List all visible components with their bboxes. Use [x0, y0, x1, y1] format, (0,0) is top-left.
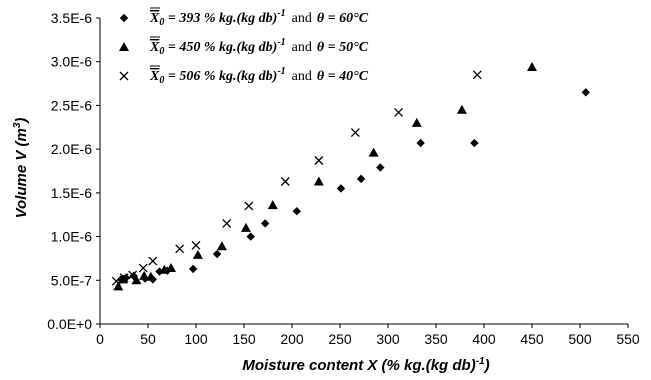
cross-point [119, 273, 129, 283]
diamond-point [188, 264, 198, 274]
cross-point [222, 218, 232, 228]
y-tick-label: 3.0E-6 [51, 54, 92, 70]
x-axis: 0 50 100 150 200 250 300 350 400 450 500 550 [96, 323, 640, 347]
triangle-point [113, 281, 124, 291]
y-tick-label: 5.0E-7 [51, 272, 92, 288]
triangle-point [216, 241, 227, 251]
diamond-point [581, 88, 590, 97]
cross-point [148, 256, 158, 266]
diamond-point [260, 219, 270, 228]
x-tick-label: 250 [328, 331, 352, 347]
x-tick-label: 400 [472, 331, 496, 347]
x-tick-label: 500 [568, 331, 592, 347]
y-tick-label: 3.5E-6 [51, 10, 92, 26]
x-tick-label: 50 [140, 331, 156, 347]
legend-marker-diamond [119, 13, 129, 23]
y-tick-label: 1.5E-6 [51, 185, 92, 201]
diamond-point [376, 163, 385, 172]
legend: X0 = 393 % kg.(kg db)-1 and θ = 60°C X0 = 4… [119, 7, 369, 86]
x-tick-label: 150 [232, 331, 256, 347]
y-axis-title: Volume V (m3) [12, 118, 30, 219]
triangle-point [411, 117, 422, 127]
x-tick-label: 0 [96, 331, 104, 347]
y-tick-label: 2.5E-6 [51, 97, 92, 113]
triangle-point [166, 263, 177, 273]
triangle-point [139, 270, 150, 280]
cross-point [138, 263, 148, 273]
legend-marker-triangle [119, 42, 129, 51]
cross-point [175, 244, 185, 254]
x-tick-label: 350 [424, 331, 448, 347]
cross-point [314, 156, 324, 165]
y-tick-label: 1.0E-6 [51, 229, 92, 245]
triangle-point [527, 61, 537, 71]
y-axis: 0.0E+0 5.0E-7 1.0E-6 1.5E-6 2.0E-6 2.5E-6 3.0E… [47, 10, 101, 332]
legend-entry: X0 = 393 % kg.(kg db)-1 and θ = 60°C [149, 8, 369, 28]
legend-marker-cross [119, 71, 129, 81]
diamond-point [246, 232, 255, 241]
diamond-point [292, 207, 301, 216]
diamond-point [356, 174, 366, 184]
triangle-point [145, 271, 156, 281]
cross-point [244, 201, 254, 211]
x-tick-label: 550 [616, 331, 640, 347]
cross-point [394, 107, 404, 117]
triangle-point [131, 275, 142, 285]
diamond-point [336, 184, 346, 193]
triangle-point [240, 222, 251, 232]
triangle-point [313, 176, 324, 186]
diamond-point [416, 138, 425, 148]
diamond-point [212, 249, 222, 259]
y-tick-label: 2.0E-6 [51, 141, 92, 157]
cross-point [191, 240, 201, 250]
x-axis-title: Moisture content X (% kg.(kg db)-1) [242, 356, 489, 374]
cross-point [128, 270, 138, 280]
x-tick-label: 300 [376, 331, 400, 347]
legend-entry: X0 = 506 % kg.(kg db)-1 and θ = 40°C [149, 66, 369, 86]
cross-point [472, 70, 482, 80]
cross-point [280, 177, 290, 186]
diamond-point [470, 138, 479, 148]
data-marks [111, 61, 590, 291]
triangle-point [368, 147, 379, 157]
triangle-point [456, 104, 467, 114]
triangle-point [192, 249, 203, 259]
x-tick-label: 450 [520, 331, 544, 347]
legend-entry: X0 = 450 % kg.(kg db)-1 and θ = 50°C [149, 37, 369, 57]
x-tick-label: 100 [184, 331, 208, 347]
x-tick-label: 200 [280, 331, 304, 347]
triangle-point [267, 200, 278, 210]
cross-point [111, 276, 121, 286]
cross-point [350, 128, 360, 137]
y-tick-label: 0.0E+0 [47, 316, 92, 332]
